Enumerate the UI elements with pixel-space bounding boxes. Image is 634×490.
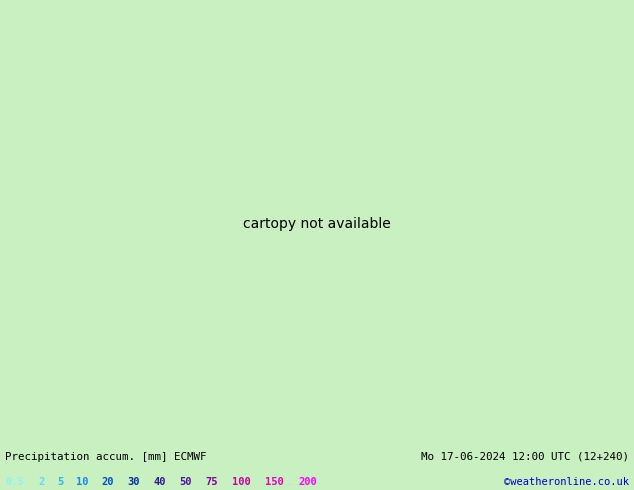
Text: 20: 20 xyxy=(101,477,114,487)
Text: 5: 5 xyxy=(57,477,63,487)
Text: 10: 10 xyxy=(75,477,88,487)
Text: Precipitation accum. [mm] ECMWF: Precipitation accum. [mm] ECMWF xyxy=(5,452,207,462)
Text: 50: 50 xyxy=(179,477,192,487)
Text: 150: 150 xyxy=(265,477,284,487)
Text: 0.5: 0.5 xyxy=(5,477,24,487)
Text: 2: 2 xyxy=(39,477,44,487)
Text: ©weatheronline.co.uk: ©weatheronline.co.uk xyxy=(504,477,629,487)
Text: 30: 30 xyxy=(127,477,140,487)
Text: 75: 75 xyxy=(205,477,218,487)
Text: 40: 40 xyxy=(153,477,166,487)
Text: cartopy not available: cartopy not available xyxy=(243,217,391,231)
Text: 200: 200 xyxy=(298,477,317,487)
Text: 100: 100 xyxy=(231,477,250,487)
Text: Mo 17-06-2024 12:00 UTC (12+240): Mo 17-06-2024 12:00 UTC (12+240) xyxy=(421,452,629,462)
